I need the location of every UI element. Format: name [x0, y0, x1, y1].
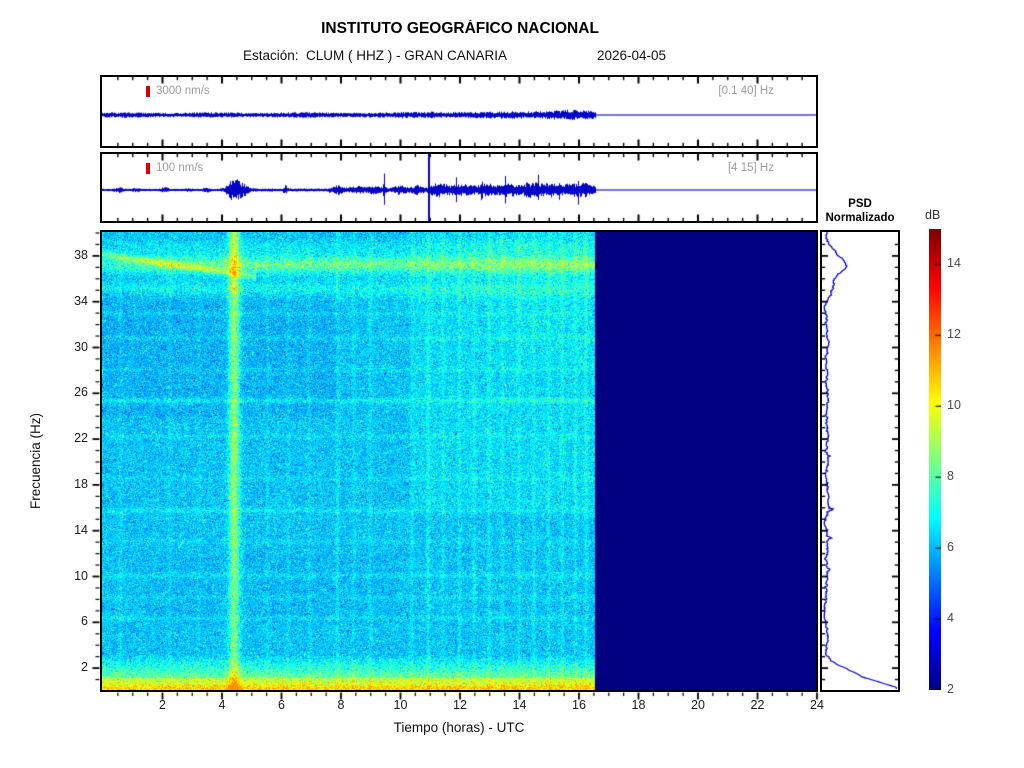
- scale-bar-icon: [146, 163, 150, 174]
- psd-curve-canvas: [822, 232, 898, 690]
- x-tick-label: 4: [218, 698, 226, 712]
- spectrogram-canvas: [102, 232, 816, 690]
- y-tick-label: 18: [74, 476, 88, 491]
- colorbar: [929, 229, 941, 690]
- x-tick-label: 18: [631, 698, 646, 712]
- colorbar-tick-label: 8: [947, 469, 954, 484]
- x-tick-label: 12: [453, 698, 467, 712]
- colorbar-tick-label: 4: [947, 611, 954, 626]
- x-tick-label: 20: [691, 698, 705, 712]
- y-tick-label: 34: [74, 293, 88, 308]
- psd-title-line2: Normalizado: [825, 212, 895, 224]
- spectrogram-panel: [100, 230, 818, 692]
- page-title: INSTITUTO GEOGRÁFICO NACIONAL: [321, 20, 599, 37]
- y-tick-label: 22: [74, 431, 88, 446]
- y-axis-title: Frecuencia (Hz): [28, 412, 43, 510]
- y-tick-label: 38: [74, 247, 88, 262]
- x-tick-label: 24: [810, 698, 824, 712]
- y-tick-label: 10: [74, 568, 88, 583]
- broadband-waveform-canvas: [102, 77, 816, 146]
- filtered-waveform-canvas: [102, 154, 816, 221]
- filter-band-label: [4 15] Hz: [727, 162, 774, 174]
- scale-bar-icon: [146, 86, 150, 97]
- x-axis-title: Tiempo (horas) - UTC: [393, 720, 525, 735]
- station-label: Estación: CLUM ( HHZ ) - GRAN CANARIA: [243, 48, 508, 63]
- trace-panel-filtered: 100 nm/s [4 15] Hz: [100, 152, 818, 223]
- y-tick-label: 6: [81, 614, 88, 629]
- x-tick-label: 14: [512, 698, 527, 712]
- scale-label: 100 nm/s: [156, 162, 204, 174]
- x-tick-label: 16: [572, 698, 586, 712]
- colorbar-tick-label: 2: [947, 682, 954, 696]
- y-tick-label: 26: [74, 385, 88, 400]
- y-tick-label: 30: [74, 339, 88, 354]
- psd-panel-title: PSD Normalizado: [805, 197, 915, 225]
- psd-title-line1: PSD: [848, 198, 872, 210]
- scale-label: 3000 nm/s: [156, 85, 210, 97]
- colorbar-unit-label: dB: [925, 208, 941, 222]
- y-tick-label: 14: [74, 522, 88, 537]
- colorbar-tick-label: 14: [947, 256, 961, 271]
- date-label: 2026-04-05: [597, 48, 667, 63]
- psd-panel: [820, 230, 900, 692]
- y-tick-label: 2: [81, 660, 88, 675]
- trace-panel-broadband: 3000 nm/s [0.1 40] Hz: [100, 75, 818, 148]
- x-tick-label: 8: [337, 698, 345, 712]
- x-tick-label: 10: [393, 698, 408, 712]
- colorbar-tick-label: 12: [947, 327, 961, 342]
- colorbar-tick-label: 6: [947, 540, 954, 555]
- x-tick-label: 6: [278, 698, 285, 712]
- colorbar-tick-label: 10: [947, 398, 961, 413]
- filter-band-label: [0.1 40] Hz: [718, 85, 774, 97]
- x-tick-label: 2: [159, 698, 166, 712]
- x-tick-label: 22: [750, 698, 765, 712]
